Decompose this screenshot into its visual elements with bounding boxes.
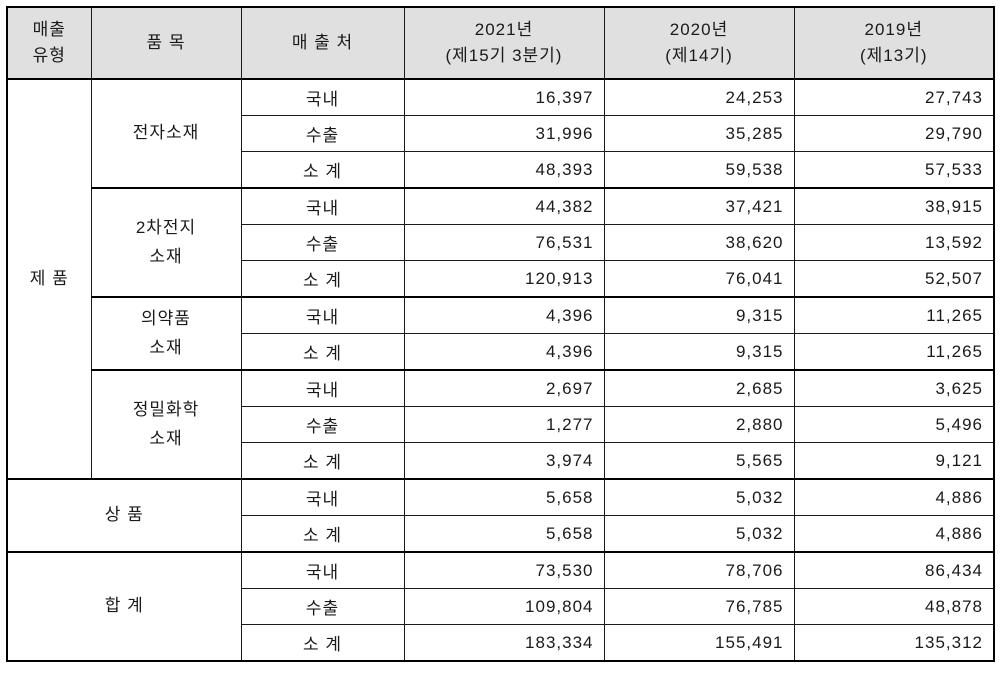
cell-value-2020: 76,041 <box>603 260 795 298</box>
table-row: 소 계 4,396 9,315 11,265 <box>7 333 995 371</box>
cell-value-2021: 2,697 <box>403 369 605 407</box>
cell-value-2021: 3,974 <box>403 442 605 480</box>
cell-item-electronic-materials: 전자소재 <box>90 78 242 189</box>
cell-value-2020: 155,491 <box>603 624 795 662</box>
cell-channel: 소 계 <box>240 333 405 371</box>
cell-channel: 국내 <box>240 78 405 116</box>
cell-value-2020: 37,421 <box>603 187 795 225</box>
cell-channel: 소 계 <box>240 260 405 298</box>
cell-value-2020: 9,315 <box>603 333 795 371</box>
cell-channel: 수출 <box>240 224 405 261</box>
cell-value-2019: 13,592 <box>793 224 995 261</box>
table-row: 합 계 국내 73,530 78,706 86,434 <box>6 551 995 662</box>
cell-value-2020: 2,880 <box>603 406 795 443</box>
table-row: 상 품 국내 5,658 5,032 4,886 <box>6 478 995 553</box>
cell-value-2021: 109,804 <box>403 588 605 625</box>
header-channel: 매 출 처 <box>240 6 405 80</box>
cell-value-2019: 86,434 <box>793 551 995 589</box>
cell-value-2020: 5,032 <box>603 478 795 516</box>
cell-value-2019: 5,496 <box>793 406 995 443</box>
cell-value-2021: 120,913 <box>403 260 605 298</box>
cell-value-2020: 2,685 <box>603 369 795 407</box>
cell-value-2021: 4,396 <box>403 333 605 371</box>
cell-value-2021: 44,382 <box>403 187 605 225</box>
table-row: 정밀화학 소재 국내 2,697 2,685 3,625 <box>7 369 995 480</box>
table-row: 수출 31,996 35,285 29,790 <box>7 115 995 152</box>
cell-value-2021: 31,996 <box>403 115 605 152</box>
cell-value-2020: 5,565 <box>603 442 795 480</box>
cell-value-2021: 73,530 <box>403 551 605 589</box>
cell-value-2021: 183,334 <box>403 624 605 662</box>
cell-value-2019: 11,265 <box>793 296 995 334</box>
table-row: 소 계 120,913 76,041 52,507 <box>7 260 995 298</box>
cell-item-fine-chemical-materials: 정밀화학 소재 <box>90 369 242 480</box>
sales-by-item-table: 매출 유형 품 목 매 출 처 2021년 (제15기 3분기) 2020년 (… <box>6 6 995 662</box>
table-row: 제 품 전자소재 국내 16,397 24,253 27,743 <box>6 78 995 480</box>
cell-value-2019: 29,790 <box>793 115 995 152</box>
cell-item-secondary-battery-materials: 2차전지 소재 <box>90 187 242 298</box>
cell-sales-type-total: 합 계 <box>6 551 242 662</box>
cell-channel: 소 계 <box>240 624 405 662</box>
cell-value-2021: 48,393 <box>403 151 605 189</box>
cell-value-2019: 3,625 <box>793 369 995 407</box>
cell-sales-type-goods: 상 품 <box>6 478 242 553</box>
cell-value-2021: 5,658 <box>403 515 605 553</box>
cell-channel: 수출 <box>240 588 405 625</box>
table-row: 수출 1,277 2,880 5,496 <box>7 406 995 443</box>
cell-channel: 국내 <box>240 478 405 516</box>
cell-value-2021: 76,531 <box>403 224 605 261</box>
table-row: 소 계 183,334 155,491 135,312 <box>7 624 995 662</box>
cell-channel: 국내 <box>240 369 405 407</box>
cell-value-2019: 4,886 <box>793 515 995 553</box>
cell-value-2019: 57,533 <box>793 151 995 189</box>
header-sales-type: 매출 유형 <box>6 6 92 80</box>
cell-value-2019: 27,743 <box>793 78 995 116</box>
cell-value-2020: 78,706 <box>603 551 795 589</box>
header-item: 품 목 <box>90 6 242 80</box>
cell-value-2019: 11,265 <box>793 333 995 371</box>
cell-value-2020: 9,315 <box>603 296 795 334</box>
cell-value-2021: 4,396 <box>403 296 605 334</box>
cell-value-2021: 1,277 <box>403 406 605 443</box>
cell-value-2019: 48,878 <box>793 588 995 625</box>
cell-value-2020: 59,538 <box>603 151 795 189</box>
cell-value-2020: 35,285 <box>603 115 795 152</box>
table-row: 소 계 3,974 5,565 9,121 <box>7 442 995 480</box>
header-year-2021: 2021년 (제15기 3분기) <box>403 6 605 80</box>
table-row: 수출 76,531 38,620 13,592 <box>7 224 995 261</box>
cell-value-2020: 38,620 <box>603 224 795 261</box>
table-row: 의약품 소재 국내 4,396 9,315 11,265 <box>7 296 995 371</box>
cell-value-2019: 135,312 <box>793 624 995 662</box>
cell-channel: 소 계 <box>240 515 405 553</box>
cell-value-2021: 16,397 <box>403 78 605 116</box>
cell-channel: 국내 <box>240 187 405 225</box>
cell-value-2021: 5,658 <box>403 478 605 516</box>
cell-value-2019: 9,121 <box>793 442 995 480</box>
cell-channel: 수출 <box>240 406 405 443</box>
cell-channel: 수출 <box>240 115 405 152</box>
cell-value-2019: 4,886 <box>793 478 995 516</box>
cell-value-2020: 76,785 <box>603 588 795 625</box>
table-row: 2차전지 소재 국내 44,382 37,421 38,915 <box>7 187 995 298</box>
table-row: 수출 109,804 76,785 48,878 <box>7 588 995 625</box>
cell-channel: 국내 <box>240 551 405 589</box>
cell-item-pharma-materials: 의약품 소재 <box>90 296 242 371</box>
cell-value-2019: 52,507 <box>793 260 995 298</box>
cell-channel: 소 계 <box>240 151 405 189</box>
header-row: 매출 유형 품 목 매 출 처 2021년 (제15기 3분기) 2020년 (… <box>6 6 995 80</box>
cell-value-2020: 5,032 <box>603 515 795 553</box>
header-year-2020: 2020년 (제14기) <box>603 6 795 80</box>
cell-channel: 국내 <box>240 296 405 334</box>
header-year-2019: 2019년 (제13기) <box>793 6 995 80</box>
cell-value-2020: 24,253 <box>603 78 795 116</box>
cell-value-2019: 38,915 <box>793 187 995 225</box>
cell-channel: 소 계 <box>240 442 405 480</box>
table-row: 소 계 48,393 59,538 57,533 <box>7 151 995 189</box>
cell-sales-type-product: 제 품 <box>6 78 92 480</box>
table-row: 소 계 5,658 5,032 4,886 <box>7 515 995 553</box>
